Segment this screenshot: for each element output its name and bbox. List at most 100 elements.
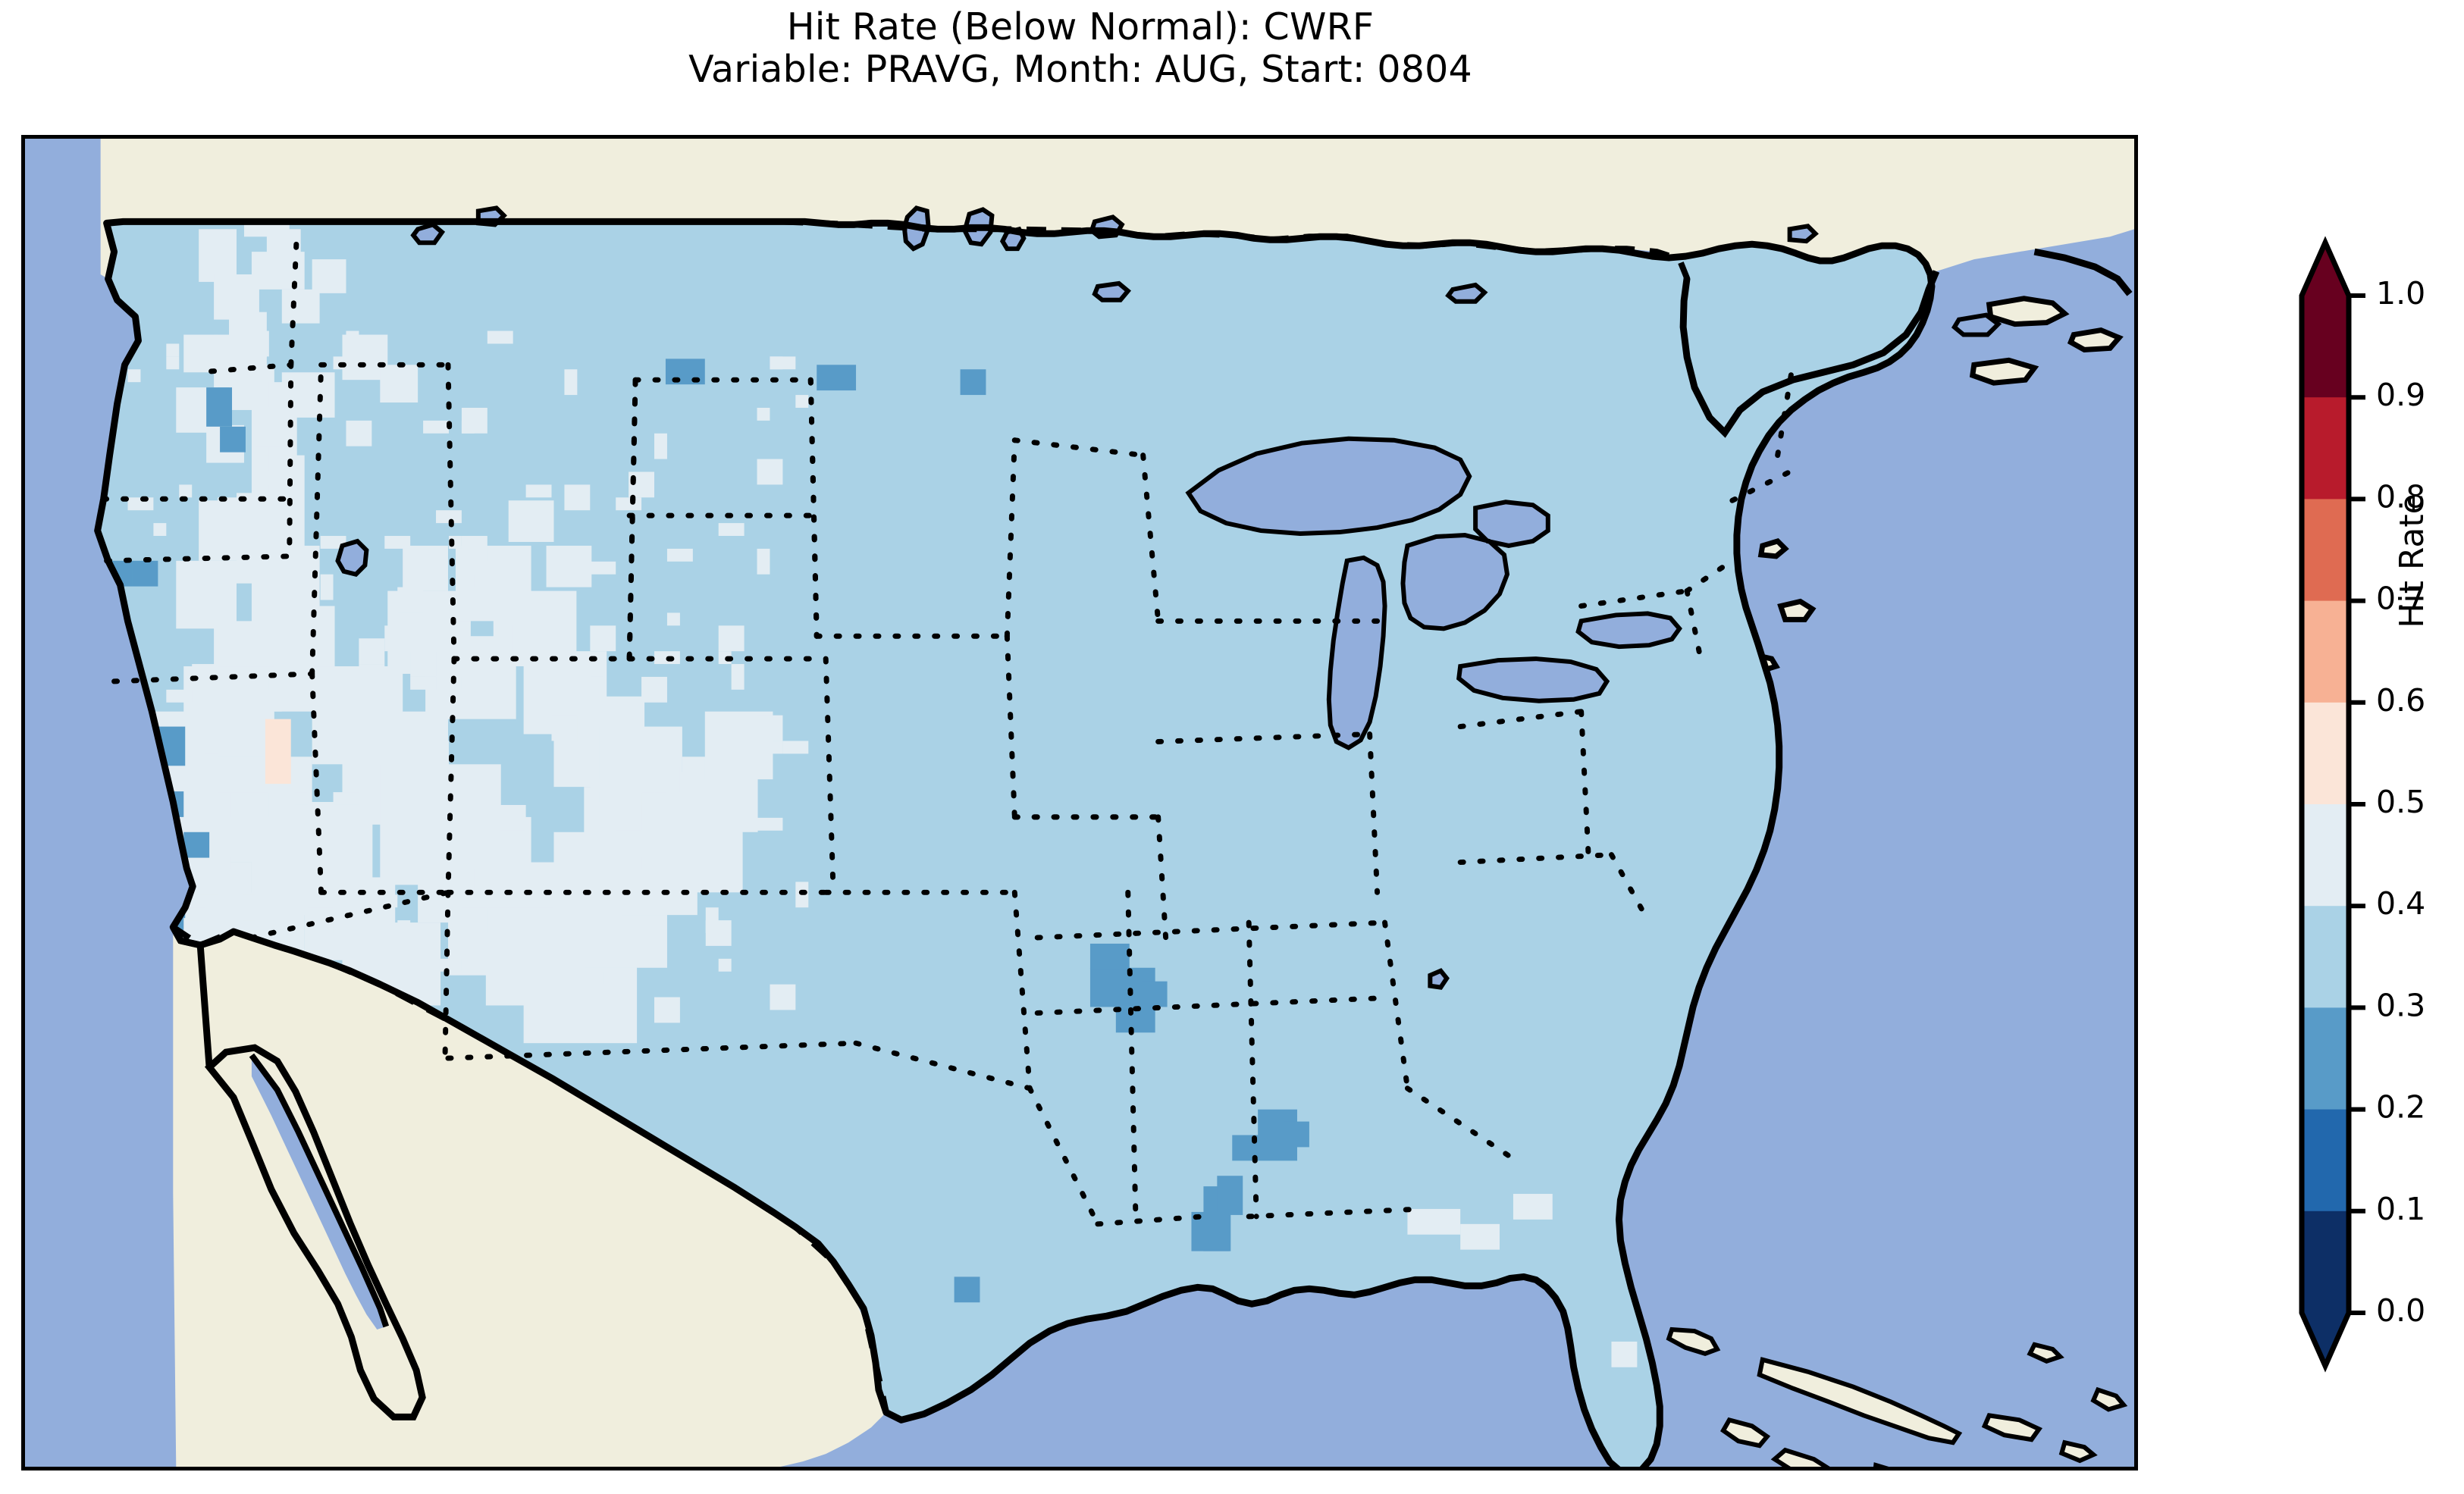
data-cell-pale-s119 (770, 984, 796, 1010)
colorbar-tick-label: 0.4 (2376, 885, 2425, 922)
state-border-44 (1457, 852, 1614, 866)
data-cell-pale-s104 (538, 664, 565, 690)
state-border-9 (249, 889, 451, 941)
data-cell-pale-s24 (320, 741, 334, 754)
state-border-10 (442, 889, 451, 1061)
canada-landmass (100, 139, 2134, 433)
data-cell-pale-s95 (487, 330, 513, 344)
data-cell-mid-29 (960, 369, 986, 396)
data-cell-pale-46 (508, 500, 554, 542)
data-cell-mid-31 (954, 1276, 980, 1303)
data-cell-pale-s46 (436, 676, 462, 690)
colorbar-tick-label: 1.0 (2376, 275, 2425, 312)
gulf-california-coast (249, 1053, 390, 1328)
colorbar-tick-label: 0.5 (2376, 784, 2425, 820)
data-cell-pale-s87 (371, 728, 385, 754)
data-cell-pale-s55 (641, 792, 667, 818)
island-island-e (2090, 1386, 2128, 1412)
island-bahamas-mid (1719, 1417, 1771, 1449)
colorbar-tick-label: 0.7 (2376, 581, 2425, 617)
state-border-4 (309, 362, 324, 677)
data-cell-mid-20 (1089, 943, 1130, 969)
colorbar-band (2302, 906, 2349, 1008)
data-cell-pale-s37 (243, 804, 256, 818)
data-cell-pale-s65 (166, 689, 193, 703)
lake-outline-canadian-lake-g (1951, 312, 2002, 337)
lake-outline-canadian-lake-j (475, 205, 507, 227)
state-border-32 (1155, 814, 1169, 941)
colorbar-band (2302, 1109, 2349, 1212)
data-cell-pale-s48 (307, 907, 334, 921)
state-border-23 (823, 656, 836, 895)
colorbar-tick-label: 0.1 (2376, 1191, 2425, 1227)
data-cell-pale-s45 (461, 907, 487, 934)
lake-outline-michigan (1326, 555, 1387, 750)
island-pei (1986, 296, 2070, 327)
state-border-37 (1404, 1085, 1524, 1167)
colorbar-band (2302, 397, 2349, 500)
data-cell-pale-s44 (770, 356, 796, 370)
data-cell-pale-s26 (320, 574, 334, 600)
colorbar-tick-label: 0.6 (2376, 682, 2425, 719)
data-cell-pale-30 (176, 560, 237, 629)
island-cuba (1757, 1357, 1963, 1445)
maritime-coastline (1679, 270, 1940, 438)
data-cell-pale-s93 (590, 664, 603, 677)
data-cell-pale-s108 (333, 920, 346, 934)
data-cell-pale-44 (380, 365, 419, 403)
lake-outline-canadian-lake-b (962, 207, 995, 247)
data-cell-pale-s31 (359, 638, 385, 665)
data-cell-pale-s47 (461, 676, 475, 703)
data-cell-mid-19 (1141, 981, 1168, 1007)
data-cell-pnw-3 (229, 312, 267, 358)
data-cell-pnw-0 (199, 229, 237, 282)
data-cell-mid-23 (1284, 1121, 1309, 1148)
data-cell-pale-s4 (294, 792, 308, 805)
state-border-55 (807, 377, 820, 639)
colorbar-tick-label: 0.8 (2376, 478, 2425, 515)
colorbar-band (2302, 804, 2349, 907)
data-cell-pale-s81 (654, 766, 680, 793)
data-cell-pale-s90 (500, 638, 513, 652)
island-hispaniola (1981, 1413, 2042, 1442)
data-cell-pale-s99 (243, 894, 256, 921)
colorbar-band (2302, 1211, 2349, 1314)
data-cell-pale-s78 (255, 420, 282, 446)
state-border-34 (1034, 919, 1388, 941)
data-cell-pale-s61 (127, 369, 141, 383)
data-cell-pale-s35 (153, 523, 167, 537)
state-border-7 (445, 656, 457, 895)
data-cell-pale-s82 (268, 484, 282, 498)
state-border-40 (1367, 731, 1381, 895)
lake-outline-canadian-lake-d (1089, 215, 1125, 240)
data-cell-pale-s111 (731, 664, 745, 690)
colorbar[interactable]: 1.0 0.9 0.8 0.7 0.6 0.5 0.4 0.3 0.2 0.1 0.0 (2299, 236, 2425, 1373)
data-cell-pale-s22 (513, 625, 539, 652)
data-cell-pnw-4 (183, 334, 218, 373)
colorbar-band (2302, 600, 2349, 703)
data-cell-pale-s6 (525, 484, 552, 498)
data-cell-gulf-2 (1513, 1194, 1553, 1220)
lake-outline-huron (1400, 533, 1510, 631)
lake-outline-superior (1185, 436, 1472, 537)
state-border-42 (1457, 709, 1585, 730)
state-border-35 (1034, 995, 1388, 1016)
data-cell-pale-s80 (718, 523, 745, 537)
colorbar-tick-label: 0.9 (2376, 377, 2425, 413)
data-cell-pale-s86 (346, 420, 372, 446)
state-border-53 (1011, 437, 1146, 459)
data-cell-pale-s39 (359, 779, 372, 793)
data-cell-pale-s112 (243, 676, 269, 690)
data-cell-pale-31 (199, 500, 252, 561)
data-cell-pale-s7 (423, 741, 449, 767)
colorbar-tick-label: 0.2 (2376, 1089, 2425, 1126)
colorbar-canvas: 1.0 0.9 0.8 0.7 0.6 0.5 0.4 0.3 0.2 0.1 0.0 (2299, 236, 2425, 1373)
data-cell-pale-s68 (166, 356, 180, 370)
data-cell-pale-s32 (666, 612, 680, 626)
data-cell-pale-s51 (757, 407, 770, 421)
state-border-45 (1608, 852, 1652, 926)
baja-coastline (204, 1044, 426, 1420)
island-ne-island (1757, 538, 1789, 559)
data-cell-pale-s106 (166, 343, 180, 357)
island-island-a (1873, 1462, 1889, 1467)
